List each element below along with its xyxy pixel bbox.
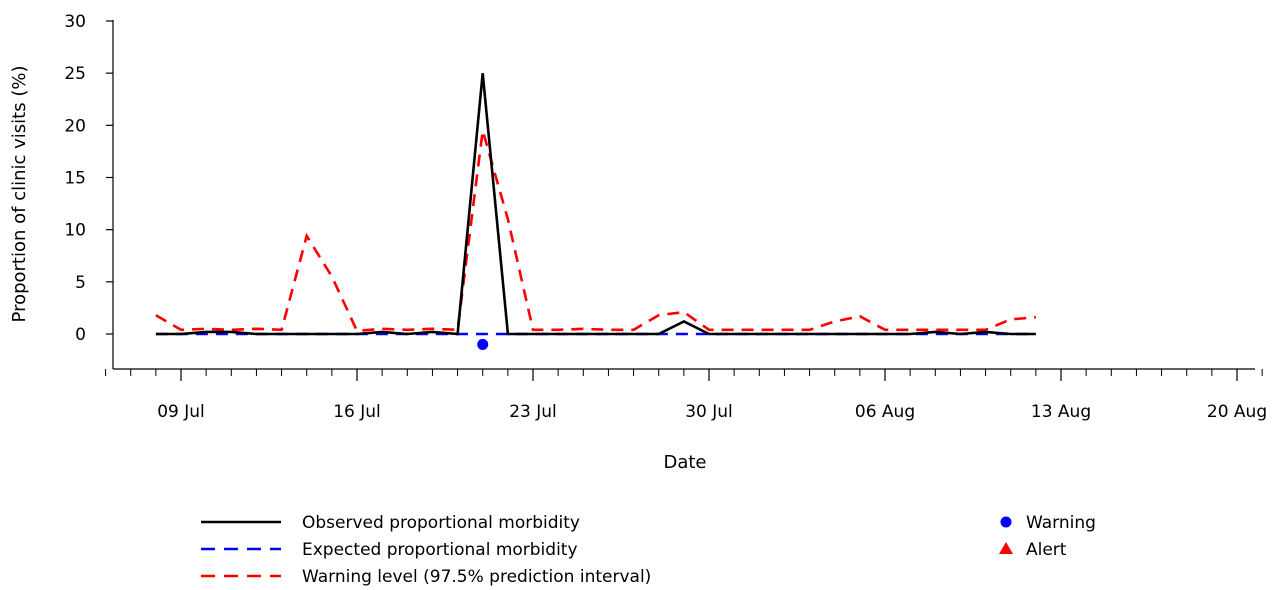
x-tick-label: 20 Aug: [1207, 402, 1267, 422]
series-line-1: [155, 73, 1036, 336]
series-line-3: [155, 130, 1037, 333]
legend-line-label: Observed proportional morbidity: [302, 513, 580, 533]
legend-alert-symbol: [999, 542, 1013, 554]
x-tick-label: 06 Aug: [855, 402, 915, 422]
y-tick-label: 0: [75, 325, 86, 345]
y-tick-label: 20: [64, 116, 86, 136]
legend-marker-label: Warning: [1026, 513, 1096, 533]
plot-series: [155, 73, 1037, 336]
y-tick-label: 30: [64, 12, 86, 32]
y-tick-label: 15: [64, 169, 86, 189]
legend-line-label: Expected proportional morbidity: [302, 540, 578, 560]
warning-marker: [477, 338, 489, 350]
legend-warning-symbol: [1000, 516, 1012, 528]
x-axis: 09 Jul 16 Jul 23 Jul 30 Jul 06 Aug 13 Aug 20 A…: [105, 368, 1267, 473]
y-tick-label: 25: [64, 64, 86, 84]
legend-marker-label: Alert: [1026, 540, 1067, 560]
y-tick-label: 5: [75, 273, 86, 293]
x-ticks: 09 Jul 16 Jul 23 Jul 30 Jul 06 Aug 13 Aug 20 A…: [105, 369, 1267, 422]
y-ticks: 0 5 10 15 20 25 30: [64, 12, 113, 345]
x-tick-label: 23 Jul: [509, 402, 557, 422]
legend-line-label: Warning level (97.5% prediction interval…: [302, 567, 651, 587]
x-tick-label: 09 Jul: [157, 402, 205, 422]
x-axis-label: Date: [663, 452, 706, 473]
plot-markers: [477, 338, 489, 350]
x-tick-label: 30 Jul: [685, 402, 733, 422]
y-tick-label: 10: [64, 221, 86, 241]
x-tick-label: 16 Jul: [333, 402, 381, 422]
x-tick-label: 13 Aug: [1031, 402, 1091, 422]
y-axis-label: Proportion of clinic visits (%): [9, 66, 30, 323]
legend: Observed proportional morbidity Expected …: [201, 513, 1096, 587]
y-axis: 0 5 10 15 20 25 30 Proportion of clinic visits…: [9, 12, 114, 369]
